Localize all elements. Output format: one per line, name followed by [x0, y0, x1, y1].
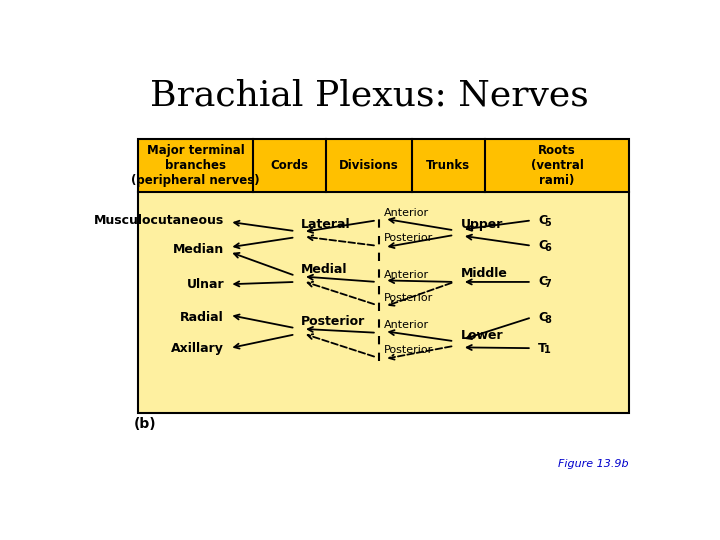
Text: Major terminal
branches
(peripheral nerves): Major terminal branches (peripheral nerv… — [131, 144, 260, 187]
Text: Trunks: Trunks — [426, 159, 470, 172]
Text: Anterior: Anterior — [384, 320, 429, 330]
Text: 7: 7 — [544, 279, 551, 289]
Text: 8: 8 — [544, 315, 551, 325]
Text: Musculocutaneous: Musculocutaneous — [94, 214, 224, 227]
Text: Posterior: Posterior — [301, 315, 365, 328]
Text: Divisions: Divisions — [339, 159, 399, 172]
Text: Ulnar: Ulnar — [186, 278, 224, 291]
Text: Lower: Lower — [461, 329, 503, 342]
Text: T: T — [538, 342, 546, 355]
Text: 6: 6 — [544, 243, 551, 253]
Text: Roots
(ventral
rami): Roots (ventral rami) — [531, 144, 583, 187]
Bar — [138, 192, 629, 413]
Text: C: C — [538, 214, 547, 227]
Bar — [138, 139, 629, 413]
Text: Anterior: Anterior — [384, 269, 429, 280]
Text: C: C — [538, 239, 547, 252]
Text: 5: 5 — [544, 218, 551, 228]
Text: Lateral: Lateral — [301, 218, 351, 231]
Text: Posterior: Posterior — [384, 345, 433, 355]
Bar — [138, 139, 629, 192]
Text: Radial: Radial — [180, 311, 224, 324]
Text: Figure 13.9b: Figure 13.9b — [558, 459, 629, 469]
Text: Cords: Cords — [271, 159, 309, 172]
Text: (b): (b) — [134, 417, 157, 431]
Text: 1: 1 — [544, 346, 551, 355]
Text: Posterior: Posterior — [384, 233, 433, 244]
Text: Middle: Middle — [461, 267, 508, 280]
Text: Upper: Upper — [461, 218, 503, 231]
Text: Posterior: Posterior — [384, 293, 433, 303]
Text: Axillary: Axillary — [171, 342, 224, 355]
Text: Median: Median — [173, 243, 224, 256]
Text: Medial: Medial — [301, 263, 347, 276]
Text: C: C — [538, 311, 547, 324]
Text: Anterior: Anterior — [384, 208, 429, 218]
Text: Brachial Plexus: Nerves: Brachial Plexus: Nerves — [150, 79, 588, 113]
Text: C: C — [538, 275, 547, 288]
